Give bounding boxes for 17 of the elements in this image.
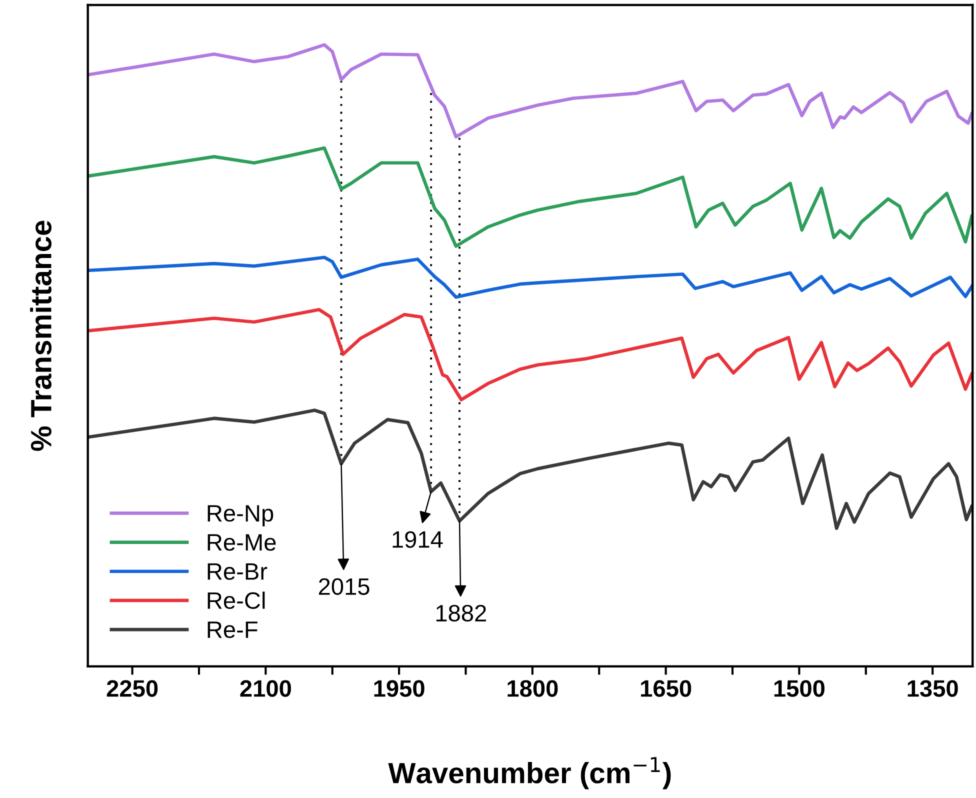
x-tick-label: 1800 bbox=[508, 680, 558, 697]
annotation: 2015 bbox=[318, 578, 370, 595]
legend-label: Re-Np bbox=[208, 505, 274, 526]
x-tick-label: 1950 bbox=[374, 680, 424, 697]
x-tick-label: 1500 bbox=[774, 680, 824, 697]
legend-label: Re-F bbox=[208, 622, 258, 638]
legend-label: Re-Me bbox=[208, 534, 276, 551]
x-axis-title: Wavenumber (cm$^{−1}$) bbox=[388, 757, 671, 790]
legend-label: Re-Cl bbox=[208, 592, 265, 609]
x-tick-label: 1350 bbox=[908, 680, 958, 697]
y-axis-title: % Transmittance bbox=[30, 220, 52, 451]
legend-label: Re-Br bbox=[208, 563, 268, 580]
annotation: 1882 bbox=[436, 604, 486, 622]
annotation: 1914 bbox=[392, 531, 443, 548]
x-tick-label: 2100 bbox=[240, 680, 291, 697]
x-tick-label: 1650 bbox=[641, 680, 692, 697]
x-tick-label: 2250 bbox=[106, 680, 158, 697]
